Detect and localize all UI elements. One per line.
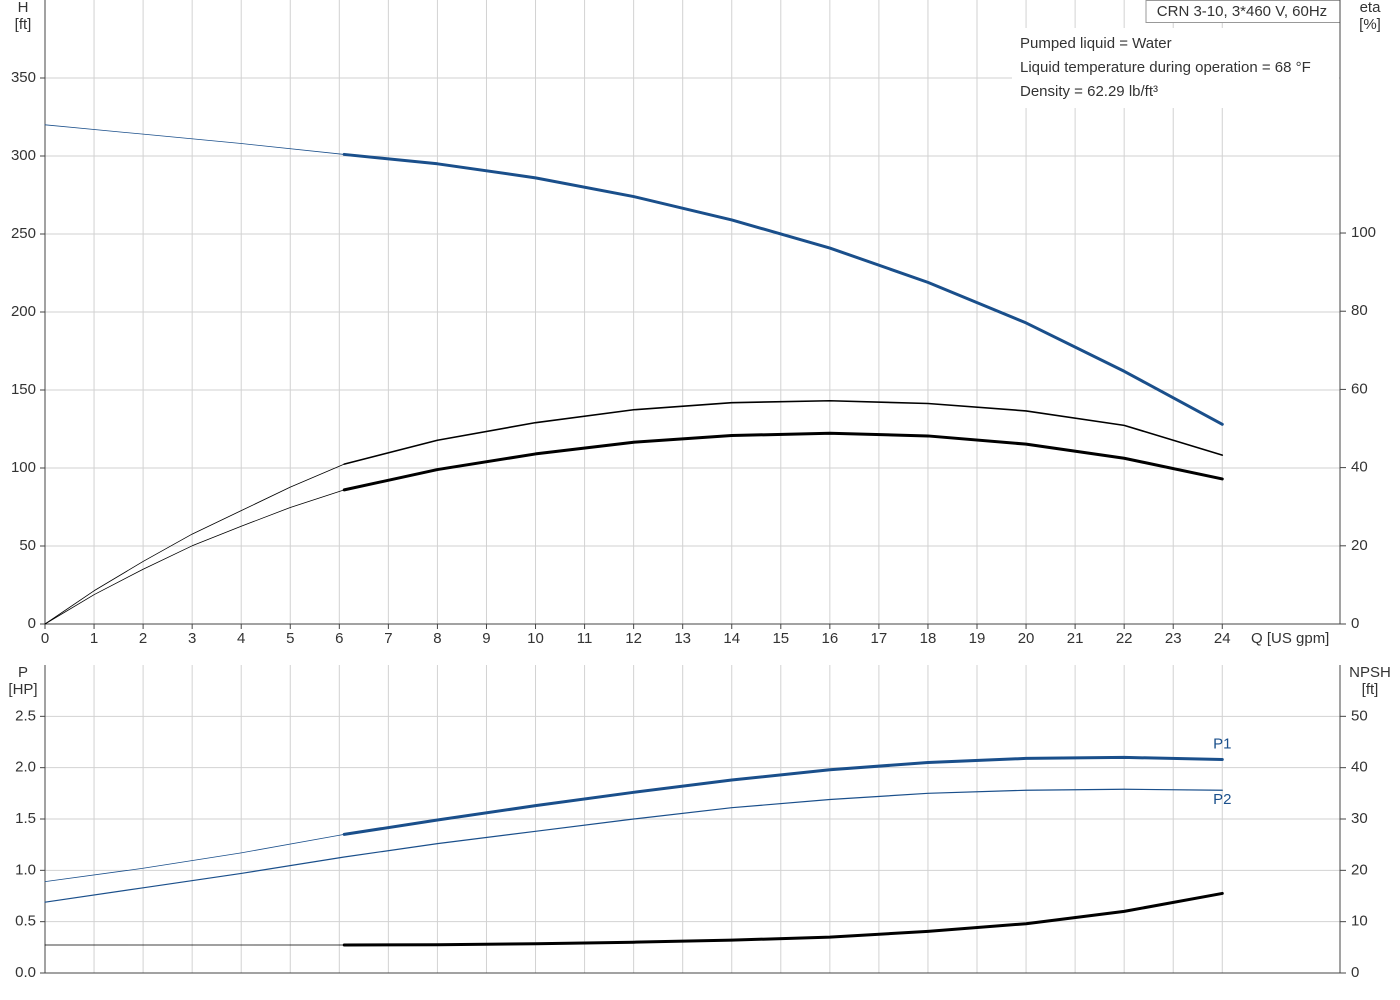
curve	[343, 399, 1224, 465]
y2-tick-label: 10	[1351, 913, 1368, 930]
curve	[342, 152, 1224, 426]
annotation: Liquid temperature during operation = 68…	[1020, 59, 1311, 76]
y-axis-label: P	[18, 664, 28, 681]
y-tick-label: 2.0	[15, 759, 36, 776]
y-axis-label: [ft]	[15, 16, 32, 33]
y2-tick-label: 0	[1351, 615, 1359, 632]
curve	[44, 489, 345, 625]
x-tick-label: 9	[482, 630, 490, 647]
y-axis-label: [HP]	[8, 681, 37, 698]
x-tick-label: 8	[433, 630, 441, 647]
y2-tick-label: 30	[1351, 810, 1368, 827]
x-tick-label: 2	[139, 630, 147, 647]
x-tick-label: 17	[871, 630, 888, 647]
x-tick-label: 11	[577, 630, 593, 647]
y-axis-label: H	[18, 0, 29, 16]
y2-tick-label: 40	[1351, 459, 1368, 476]
x-tick-label: 23	[1165, 630, 1182, 647]
x-tick-label: 20	[1018, 630, 1035, 647]
x-tick-label: 10	[527, 630, 544, 647]
y2-tick-label: 40	[1351, 759, 1368, 776]
y2-axis-label: [ft]	[1362, 681, 1379, 698]
x-tick-label: 18	[920, 630, 937, 647]
curve	[44, 834, 345, 883]
y-tick-label: 100	[11, 459, 36, 476]
curve	[44, 463, 345, 625]
y-tick-label: 1.0	[15, 861, 36, 878]
x-tick-label: 12	[625, 630, 642, 647]
info-background	[1012, 28, 1339, 108]
curve	[342, 891, 1224, 947]
y2-axis-label: eta	[1360, 0, 1382, 16]
curve	[44, 788, 1223, 903]
x-axis-label: Q [US gpm]	[1251, 630, 1329, 647]
y2-tick-label: 0	[1351, 964, 1359, 981]
x-tick-label: 14	[723, 630, 740, 647]
x-tick-label: 0	[41, 630, 49, 647]
annotation: Density = 62.29 lb/ft³	[1020, 83, 1158, 100]
y2-axis-label: NPSH	[1349, 664, 1391, 681]
y-tick-label: 2.5	[15, 707, 36, 724]
x-tick-label: 5	[286, 630, 294, 647]
x-tick-label: 13	[674, 630, 691, 647]
annotation: Pumped liquid = Water	[1020, 35, 1172, 52]
curve	[44, 124, 345, 155]
y-tick-label: 1.5	[15, 810, 36, 827]
y-tick-label: 0.0	[15, 964, 36, 981]
x-tick-label: 4	[237, 630, 245, 647]
y2-tick-label: 20	[1351, 861, 1368, 878]
x-tick-label: 1	[90, 630, 98, 647]
y-tick-label: 50	[19, 537, 36, 554]
x-tick-label: 19	[969, 630, 986, 647]
y2-axis-label: [%]	[1359, 16, 1381, 33]
y-tick-label: 350	[11, 69, 36, 86]
y2-tick-label: 60	[1351, 380, 1368, 397]
y-tick-label: 300	[11, 147, 36, 164]
curve	[342, 755, 1224, 836]
x-tick-label: 16	[822, 630, 839, 647]
y-tick-label: 0	[28, 615, 36, 632]
y-tick-label: 150	[11, 381, 36, 398]
y2-tick-label: 80	[1351, 302, 1368, 319]
x-tick-label: 3	[188, 630, 196, 647]
x-tick-label: 7	[384, 630, 392, 647]
y-tick-label: 200	[11, 303, 36, 320]
chart-title: CRN 3-10, 3*460 V, 60Hz	[1157, 3, 1327, 20]
x-tick-label: 6	[335, 630, 343, 647]
x-tick-label: 24	[1214, 630, 1231, 647]
y2-tick-label: 20	[1351, 537, 1368, 554]
series-label: P2	[1213, 791, 1231, 808]
y-tick-label: 250	[11, 225, 36, 242]
series-label: P1	[1213, 735, 1231, 752]
y2-tick-label: 100	[1351, 224, 1376, 241]
curve	[342, 431, 1224, 492]
x-tick-label: 15	[772, 630, 789, 647]
x-tick-label: 21	[1067, 630, 1084, 647]
y2-tick-label: 50	[1351, 707, 1368, 724]
y-tick-label: 0.5	[15, 913, 36, 930]
x-tick-label: 22	[1116, 630, 1133, 647]
